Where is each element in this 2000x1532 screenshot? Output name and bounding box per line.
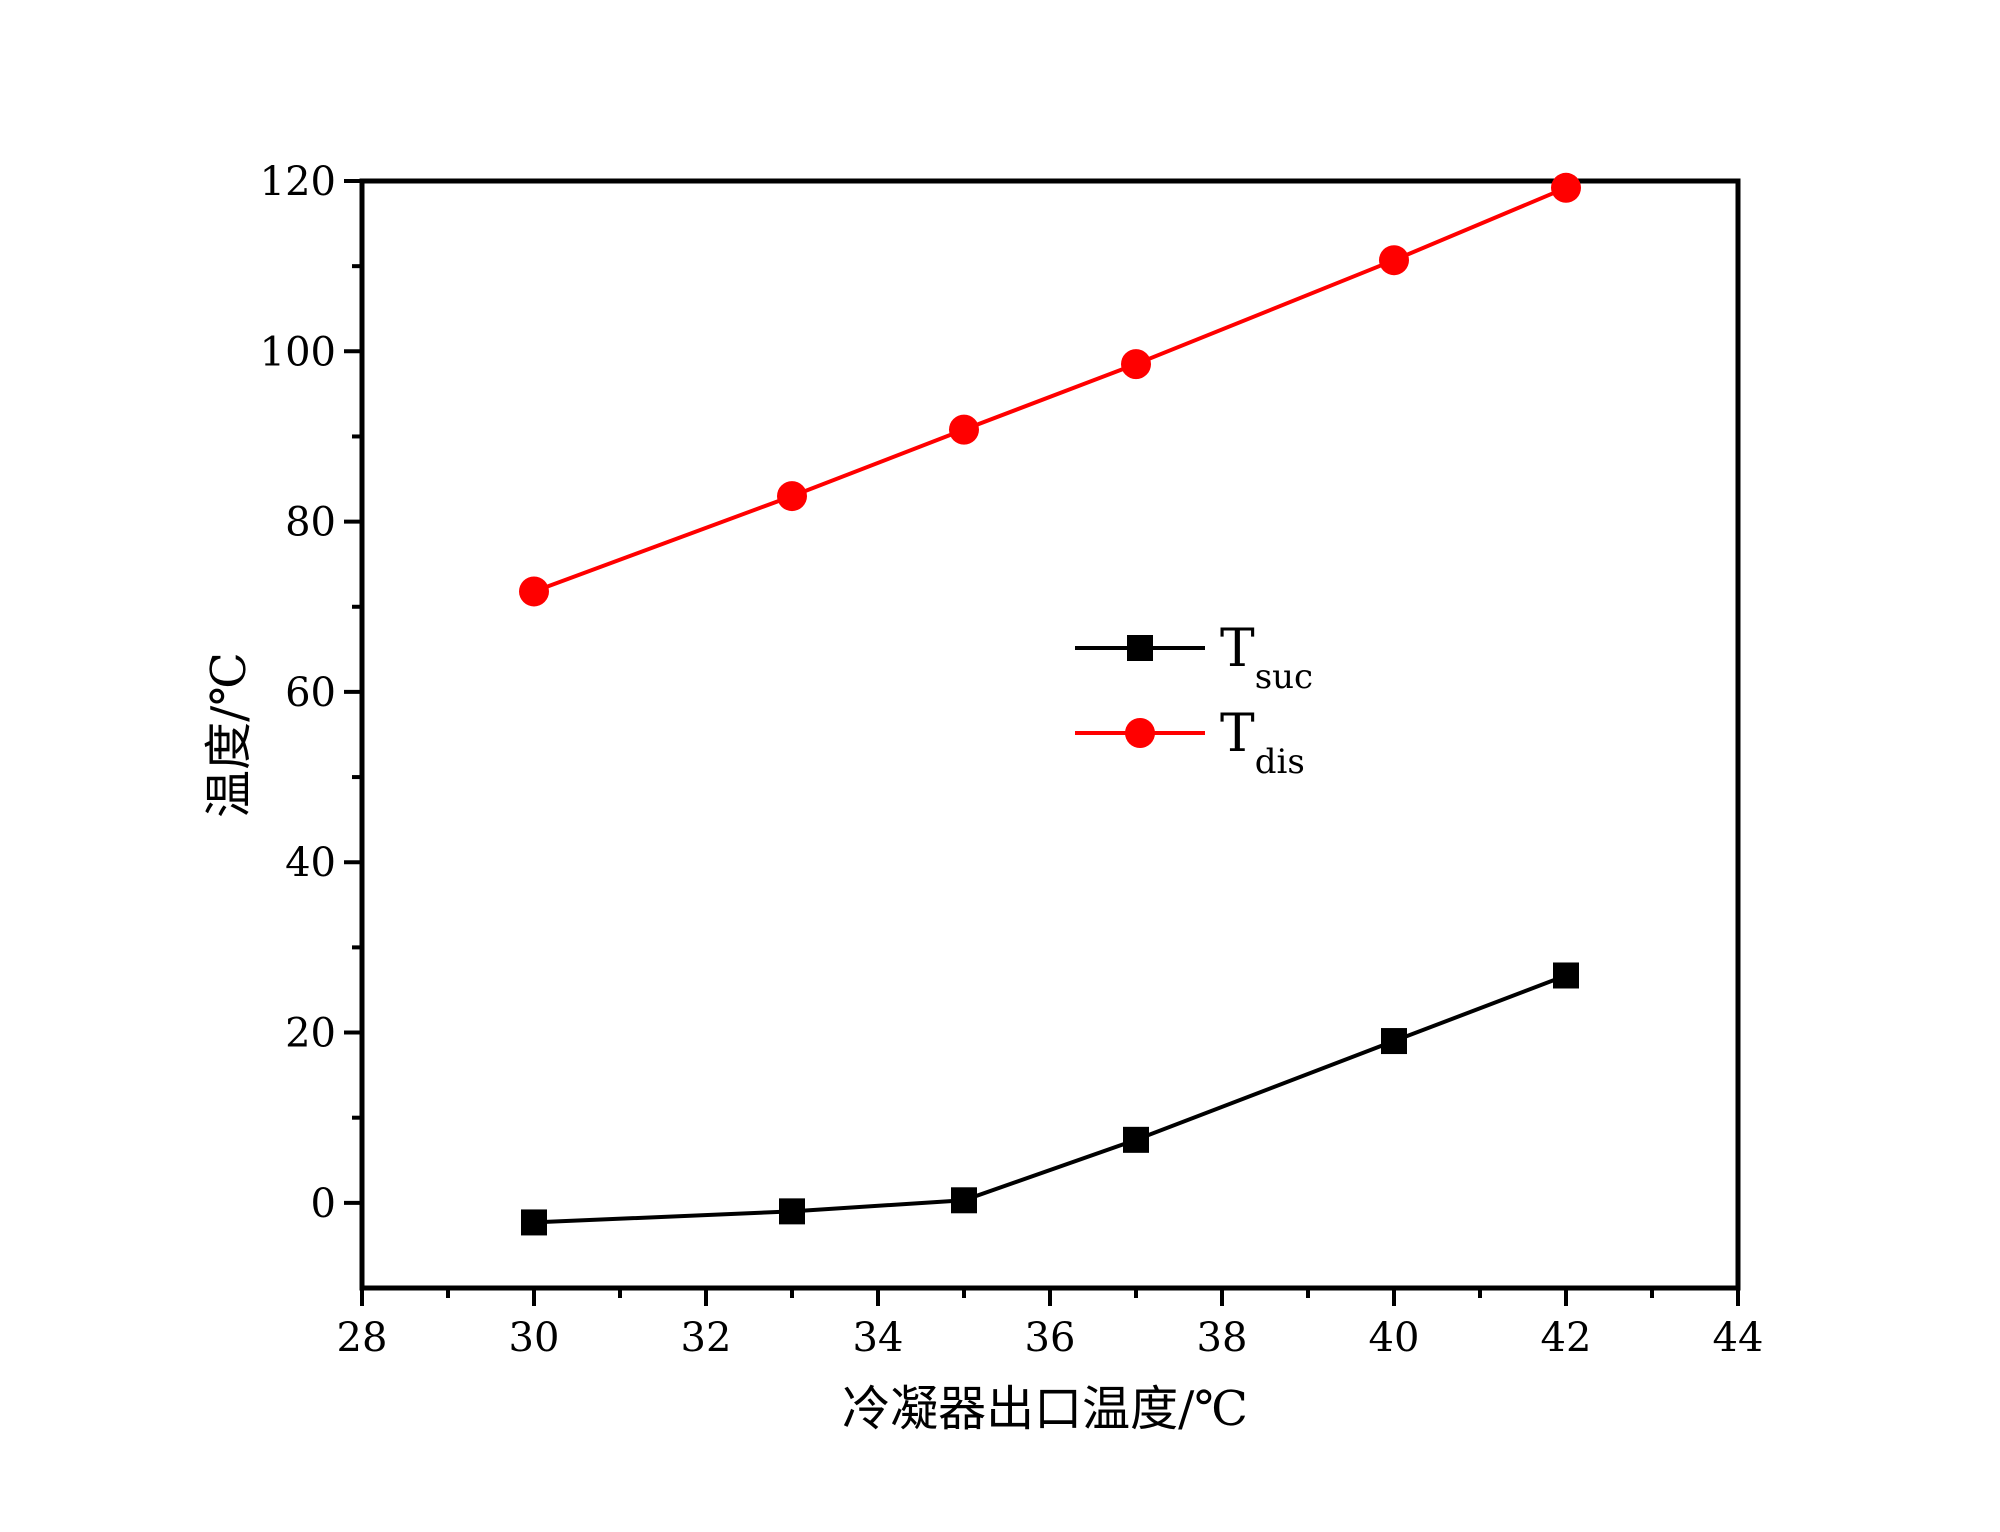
- legend-item-dis: Tdis: [1075, 704, 1305, 782]
- legend-subscript: dis: [1255, 742, 1305, 782]
- plot-frame: [359, 178, 1741, 1291]
- data-point: [519, 576, 549, 607]
- data-point: [521, 1209, 547, 1236]
- data-point: [779, 1198, 805, 1225]
- legend-label: Tsuc: [1220, 619, 1313, 697]
- y-tick-label: 20: [285, 1011, 336, 1057]
- y-tick-label: 100: [260, 329, 336, 375]
- y-tick-label: 60: [285, 670, 336, 716]
- series-line: [533, 973, 1567, 1225]
- data-point: [949, 414, 979, 445]
- x-tick-label: 42: [1541, 1315, 1592, 1361]
- data-point: [1553, 962, 1579, 989]
- data-point: [1123, 1126, 1149, 1153]
- x-tick-label: 44: [1713, 1315, 1764, 1361]
- x-tick-label: 32: [681, 1315, 732, 1361]
- y-tick-label: 80: [285, 500, 336, 546]
- axis-ticks: 28 30 32 34 36 38 40 42 44 0 20 40 60 80 100 120: [260, 159, 1764, 1361]
- legend-label: Tdis: [1220, 704, 1305, 782]
- series-dis: [519, 172, 1581, 607]
- legend-subscript: suc: [1255, 657, 1313, 697]
- x-tick-label: 34: [853, 1315, 904, 1361]
- x-tick-label: 38: [1197, 1315, 1248, 1361]
- data-point: [951, 1187, 977, 1214]
- legend-marker: [1125, 718, 1155, 748]
- data-point: [1381, 1028, 1407, 1055]
- y-tick-label: 120: [260, 159, 336, 205]
- series-line: [533, 185, 1567, 594]
- x-tick-label: 28: [337, 1315, 388, 1361]
- legend-marker: [1127, 635, 1153, 661]
- data-point: [777, 481, 807, 512]
- data-point: [1551, 172, 1581, 203]
- y-tick-label: 40: [285, 840, 336, 886]
- data-point: [1121, 349, 1151, 380]
- y-axis-title: 温度/℃: [201, 652, 257, 818]
- data-point: [1379, 245, 1409, 276]
- legend-item-suc: Tsuc: [1075, 619, 1313, 697]
- y-tick-label: 0: [311, 1181, 336, 1227]
- series-suc: [521, 962, 1579, 1236]
- series-layer: [519, 172, 1581, 1236]
- x-tick-label: 30: [509, 1315, 560, 1361]
- x-tick-label: 36: [1025, 1315, 1076, 1361]
- x-axis-title: 冷凝器出口温度/℃: [842, 1381, 1248, 1437]
- x-tick-label: 40: [1369, 1315, 1420, 1361]
